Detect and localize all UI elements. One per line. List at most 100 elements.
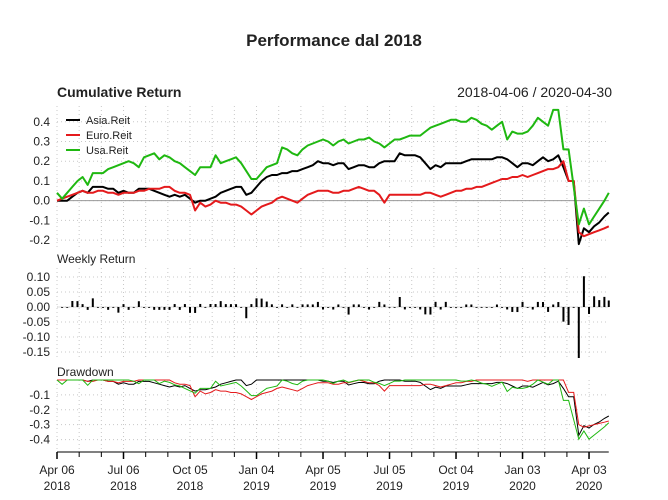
weekly-return-bar [511,307,514,312]
weekly-return-bar [81,304,84,307]
weekly-return-bar [398,297,401,307]
weekly-return-bar [235,304,238,307]
weekly-return-bar [577,307,580,358]
x-tick-label-month: Jul 06 [107,463,139,477]
weekly-return-bar [281,304,284,307]
weekly-return-bar [414,307,417,308]
drawdown-y-tick-label: -0.2 [29,403,50,417]
weekly-return-bar [444,301,447,307]
weekly-return-bar [301,304,304,307]
weekly-return-bar [501,307,504,308]
weekly-return-bar [567,307,570,325]
weekly-return-bar [352,304,355,307]
weekly-return-bar [572,307,575,308]
weekly-return-bar [204,307,207,308]
weekly-return-bar [66,307,69,308]
weekly-return-bar [541,302,544,307]
weekly-return-bar [102,307,105,308]
weekly-return-bar [362,307,365,308]
weekly-return-bar [607,300,610,307]
weekly-return-bar [311,304,314,307]
weekly-return-bar [582,276,585,307]
weekly-return-bar [214,304,217,307]
drawdown-line-asia-reit [57,379,610,437]
x-tick-label-year: 2019 [376,479,403,493]
weekly-return-bar [562,307,565,322]
weekly-y-tick-label: -0.10 [23,330,51,344]
x-tick-label-year: 2018 [110,479,137,493]
weekly-return-bar [219,301,222,307]
weekly-return-bar [547,307,550,312]
drawdown-y-tick-label: -0.4 [29,433,50,447]
weekly-return-bar [316,301,319,307]
cumulative-line-usa-reit [56,108,610,226]
weekly-return-bar [598,300,601,307]
weekly-return-bar [429,307,432,315]
weekly-return-bar [71,301,74,307]
weekly-return-bar [470,304,473,307]
weekly-return-bar [173,304,176,307]
weekly-return-bar [526,307,529,308]
weekly-return-bar [107,307,110,310]
weekly-return-bar [296,307,299,308]
weekly-return-bar [531,307,534,310]
legend: Asia.Reit Euro.Reit Usa.Reit [66,115,132,157]
weekly-return-bar [255,298,258,307]
weekly-return-bar [260,298,263,307]
x-tick-label-year: 2019 [243,479,270,493]
weekly-return-bar [96,307,99,308]
weekly-return-bar [383,304,386,307]
weekly-return-bar [603,296,606,307]
x-tick-label-year: 2019 [310,479,337,493]
weekly-return-bar [199,303,202,307]
weekly-return-bar [408,307,411,308]
weekly-y-tick-label: -0.15 [23,345,51,359]
weekly-return-bar [91,298,94,307]
weekly-return-bar [449,307,452,308]
weekly-return-bar [490,307,493,308]
weekly-return-bar [460,307,463,308]
weekly-y-tick-label: 0.10 [27,270,51,284]
weekly-return-bar [148,307,151,308]
weekly-return-bar [224,304,227,307]
chart-title: Performance dal 2018 [246,31,422,50]
drawdown-y-tick-label: -0.1 [29,388,50,402]
weekly-return-bar [229,304,232,307]
drawdown-line-usa-reit [56,379,610,441]
x-tick-label-year: 2018 [177,479,204,493]
weekly-return-bar [112,307,115,308]
weekly-return-bar [342,307,345,308]
weekly-return-bar [327,307,330,308]
cumulative-y-tick-label: 0.2 [33,154,50,168]
weekly-return-bar [250,304,253,307]
weekly-return-bar [322,307,325,310]
axes: 0.40.30.20.10.0-0.1-0.20.100.050.00-0.05… [23,115,609,493]
weekly-return-bar [137,301,140,307]
weekly-return-bar [209,304,212,307]
weekly-return-bar [495,304,498,307]
weekly-return-bar [183,304,186,307]
weekly-return-bar [117,307,120,313]
weekly-return-bar [194,307,197,313]
weekly-return-bar [378,301,381,307]
weekly-return-bar [265,301,268,307]
weekly-return-bar [465,304,468,307]
weekly-return-bar [122,304,125,307]
drawdown-panel-title: Drawdown [57,365,114,379]
date-range-label: 2018-04-06 / 2020-04-30 [457,84,612,100]
weekly-return-bar [439,307,442,310]
legend-label: Asia.Reit [86,115,130,127]
weekly-return-bar [557,302,560,307]
weekly-return-bar [337,304,340,307]
weekly-return-bar [485,307,488,308]
weekly-return-bar [76,301,79,307]
series-marks [56,108,610,441]
weekly-return-bar [506,307,509,310]
weekly-return-bar [168,307,171,310]
weekly-return-bar [347,307,350,315]
cumulative-panel-title: Cumulative Return [57,84,181,100]
weekly-return-bar [306,304,309,307]
weekly-return-bar [552,304,555,307]
grid [56,106,609,450]
weekly-return-bar [142,307,145,308]
